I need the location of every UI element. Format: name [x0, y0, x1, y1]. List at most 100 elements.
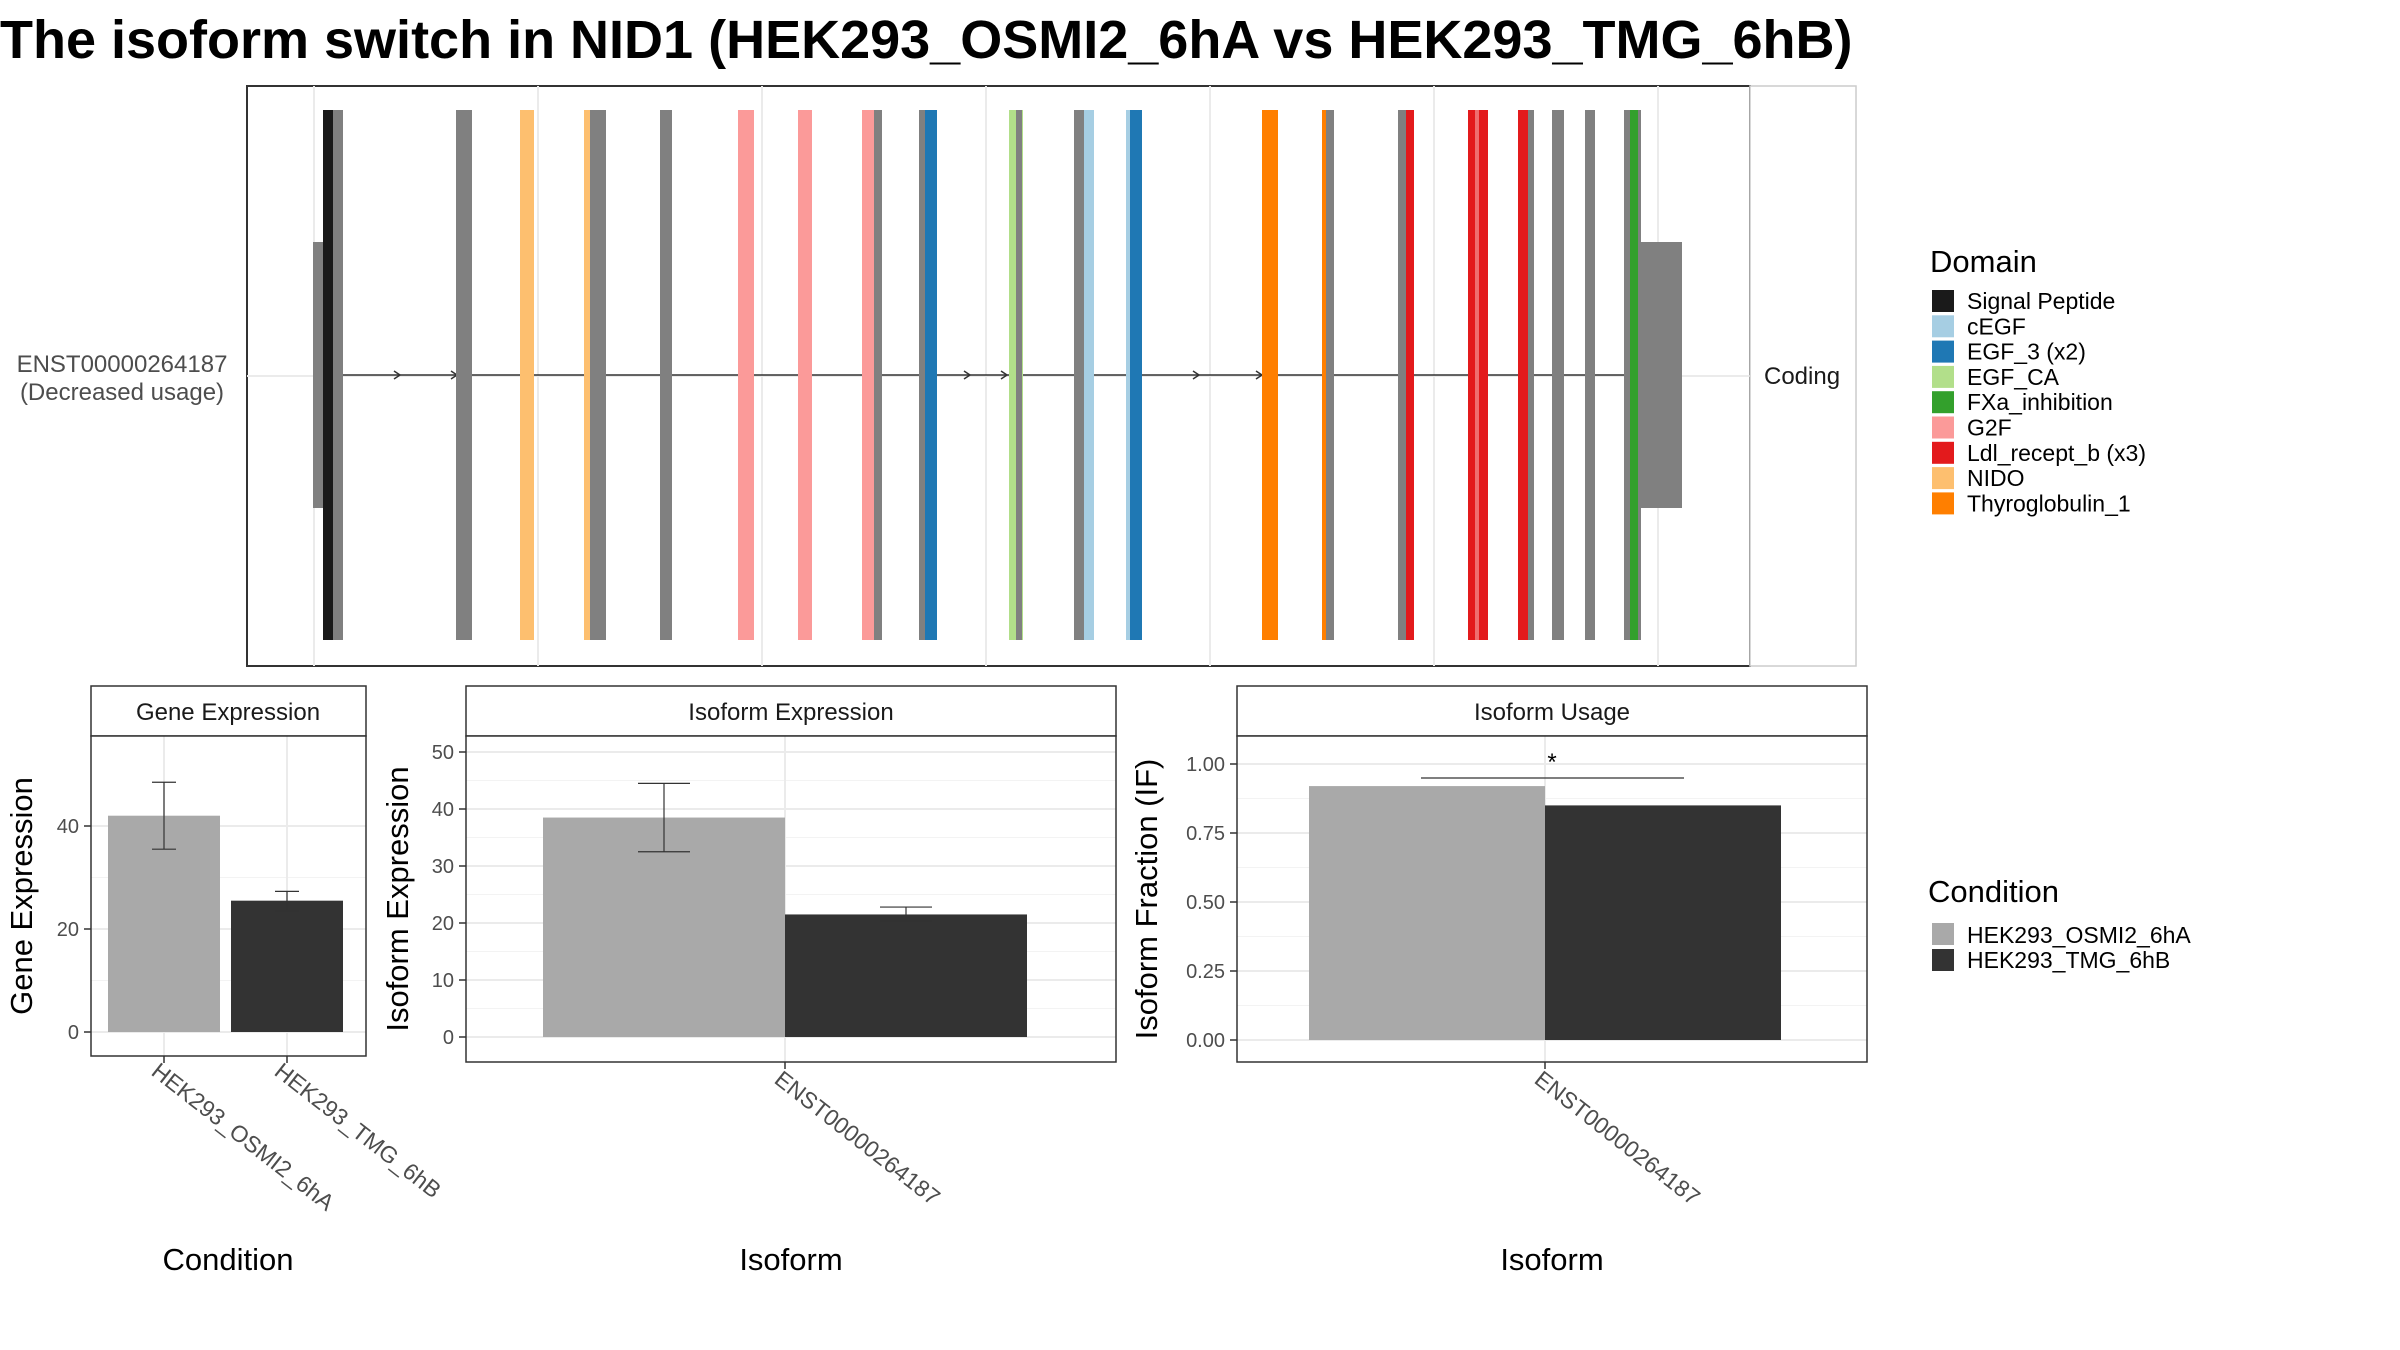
exon-block: [1638, 110, 1641, 640]
exon-block: [1262, 110, 1278, 640]
isoform-usage-bars: [1309, 786, 1781, 1040]
isoform-expression-y-label: Isoform Expression: [380, 766, 415, 1031]
isoform-structure-panel: Coding ENST00000264187 (Decreased usage): [17, 85, 1857, 667]
exon-block: [862, 110, 874, 640]
domain-legend-label: G2F: [1967, 415, 2012, 441]
exon-block: [1406, 110, 1414, 640]
intron-arrow: [393, 370, 402, 380]
isoform-expression-plot-border: [465, 735, 1117, 1063]
y-tick-label: 10: [432, 970, 454, 992]
figure-title: The isoform switch in NID1 (HEK293_OSMI2…: [0, 10, 1853, 70]
exon-block: [1016, 110, 1022, 640]
exon-block: [1640, 242, 1682, 508]
exon-block: [1630, 110, 1640, 640]
domain-legend-swatch: [1932, 492, 1954, 515]
domain-legend-label: Ldl_recept_b (x3): [1967, 440, 2146, 466]
exon-block: [1322, 110, 1326, 640]
condition-legend-title: Condition: [1928, 874, 2059, 909]
domain-legend-swatch: [1932, 467, 1954, 490]
isoform-expression-strip-label: Isoform Expression: [688, 699, 893, 726]
y-tick-label: 50: [432, 742, 454, 764]
gene-expression-plot-border: [90, 735, 367, 1057]
isoform-usage-strip: [1236, 685, 1868, 737]
intron-arrow: [963, 370, 972, 380]
significance-marker: *: [1547, 749, 1556, 776]
exon-block: [1126, 110, 1130, 640]
y-tick-label: 1.00: [1186, 754, 1225, 776]
domain-legend-label: Thyroglobulin_1: [1967, 490, 2131, 516]
isoform-expression-bar: [785, 914, 1027, 1037]
exon-block: [456, 110, 472, 640]
domain-legend-swatch: [1932, 416, 1954, 439]
exon-block: [1552, 110, 1564, 640]
isoform-usage-panel: Isoform Usage * 0.00 0.25 0.50 0.75 1.00 ENST…: [1129, 685, 1868, 1277]
isoform-expression-strip: [465, 685, 1117, 737]
domain-legend-swatch: [1932, 391, 1954, 414]
domain-legend-swatch: [1932, 340, 1954, 363]
gene-expression-bar: [108, 815, 220, 1032]
isoform-usage-bar: [1309, 786, 1545, 1040]
y-tick-label: 40: [432, 799, 454, 821]
isoform-expression-bars: [543, 782, 1027, 1037]
condition-legend-swatch-a: [1932, 923, 1954, 945]
isoform-expression-bar: [543, 817, 785, 1037]
domain-legend-label: Signal Peptide: [1967, 288, 2115, 314]
y-tick-label: 30: [432, 856, 454, 878]
condition-legend-label-a: HEK293_OSMI2_6hA: [1967, 922, 2191, 948]
y-tick-label: 0.50: [1186, 892, 1225, 914]
domain-legend-label: EGF_3 (x2): [1967, 339, 2086, 365]
isoform-usage-x-label: Isoform: [1500, 1242, 1603, 1277]
condition-legend-label-b: HEK293_TMG_6hB: [1967, 947, 2170, 973]
exon-block: [919, 110, 925, 640]
gene-expression-bars: [108, 781, 343, 1032]
exon-block: [738, 110, 754, 640]
condition-legend: Condition HEK293_OSMI2_6hA HEK293_TMG_6h…: [1928, 874, 2191, 973]
exon-block: [874, 110, 882, 640]
intron-arrow: [1192, 370, 1201, 380]
exon-block: [1475, 110, 1479, 640]
exons: [313, 110, 1682, 640]
y-tick-label: 20: [432, 913, 454, 935]
exon-block: [323, 110, 333, 640]
condition-legend-swatch-b: [1932, 949, 1954, 971]
gene-expression-strip: [90, 685, 367, 737]
domain-legend-swatch: [1932, 441, 1954, 464]
y-tick-label: 40: [57, 816, 79, 838]
exon-block: [1624, 110, 1630, 640]
domain-legend-swatch: [1932, 365, 1954, 388]
exon-block: [1130, 110, 1142, 640]
gene-expression-strip-label: Gene Expression: [136, 699, 320, 726]
domain-legend-swatch: [1932, 290, 1954, 312]
gene-expression-x-label: Condition: [163, 1242, 294, 1277]
structure-side-label: Coding: [1764, 363, 1840, 390]
y-tick-label: 20: [57, 919, 79, 941]
exon-block: [333, 110, 343, 640]
gene-expression-panel: Gene Expression 02040HEK293_OSMI2_6hAHEK…: [4, 685, 446, 1277]
exon-block: [660, 110, 672, 640]
x-tick-label: ENST00000264187: [1530, 1065, 1705, 1210]
domain-legend-label: FXa_inhibition: [1967, 389, 2113, 415]
y-tick-label: 0.00: [1186, 1030, 1225, 1052]
exon-block: [1084, 110, 1094, 640]
domain-legend-swatch: [1932, 315, 1954, 338]
exon-block: [1074, 110, 1084, 640]
exon-block: [520, 110, 534, 640]
exon-block: [1326, 110, 1334, 640]
isoform-usage-strip-label: Isoform Usage: [1474, 699, 1630, 726]
y-tick-label: 0.25: [1186, 961, 1225, 983]
exon-block: [925, 110, 937, 640]
domain-legend-label: EGF_CA: [1967, 364, 2060, 390]
exon-block: [798, 110, 812, 640]
isoform-usage-y-label: Isoform Fraction (IF): [1129, 759, 1164, 1040]
isoform-expression-panel: Isoform Expression 0 10 20 30 40 50 ENST000002…: [380, 685, 1117, 1277]
exon-block: [1518, 110, 1528, 640]
y-tick-label: 0: [443, 1027, 454, 1049]
exon-block: [1398, 110, 1406, 640]
y-tick-label: 0: [68, 1022, 79, 1044]
structure-strip-box: [1749, 85, 1857, 667]
exon-block: [1528, 110, 1534, 640]
domain-legend-title: Domain: [1930, 244, 2037, 279]
x-tick-label: ENST00000264187: [770, 1065, 945, 1210]
